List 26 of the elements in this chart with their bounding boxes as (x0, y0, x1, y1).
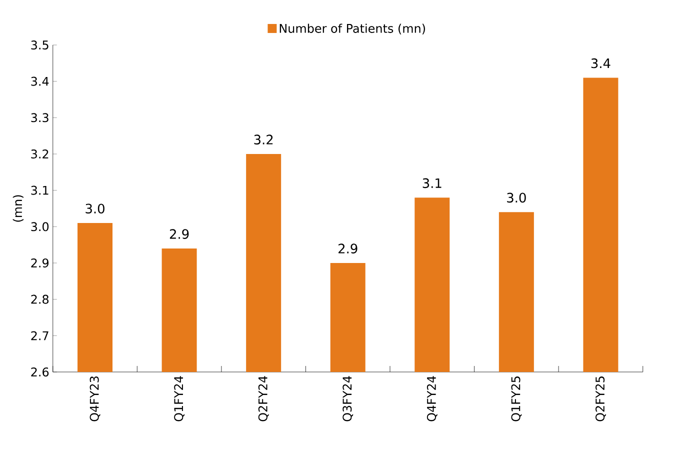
data-label: 3.0 (507, 192, 526, 203)
x-tick-label: Q1FY24 (174, 376, 185, 422)
y-tick-label: 3.4 (31, 76, 49, 86)
x-tick-label: Q4FY23 (90, 376, 100, 422)
y-tick-label: 2.6 (31, 367, 49, 377)
data-label: 2.9 (170, 229, 189, 239)
data-label: 3.4 (591, 58, 610, 68)
x-tick-label: Q4FY24 (426, 376, 438, 422)
y-tick-label: 2.8 (31, 294, 49, 304)
y-tick-label: 3.2 (31, 149, 48, 159)
data-label: 3.0 (86, 204, 104, 214)
y-axis-title: (mn) (12, 195, 24, 222)
y-tick-label: 2.9 (31, 258, 49, 268)
x-tick-label: Q2FY25 (596, 376, 606, 422)
legend-label: Number of Patients (mn) (280, 24, 426, 34)
data-label: 2.9 (338, 244, 358, 254)
data-label: 3.1 (422, 178, 442, 188)
x-tick-label: Q2FY24 (258, 376, 269, 422)
y-tick-label: 2.7 (31, 331, 48, 340)
y-tick-label: 3.1 (31, 186, 48, 195)
y-tick-label: 3.0 (31, 222, 49, 232)
x-tick-label: Q3FY24 (342, 376, 354, 422)
data-label: 3.2 (254, 134, 273, 144)
x-tick-label: Q1FY25 (511, 376, 522, 422)
y-tick-label: 3.3 (31, 113, 48, 122)
y-tick-label: 3.5 (31, 40, 48, 50)
